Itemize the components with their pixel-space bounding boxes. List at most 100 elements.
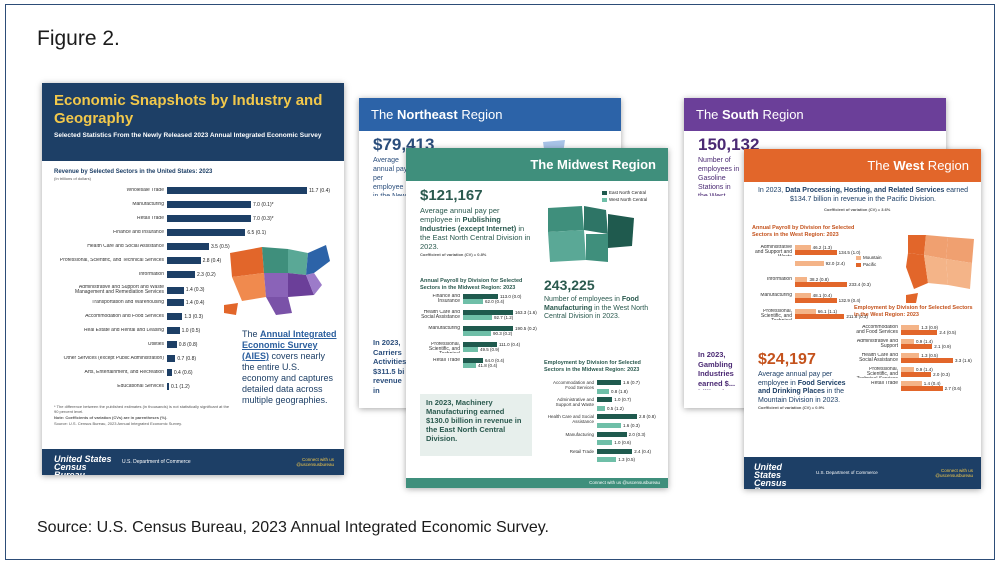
paired-bar [463,294,498,299]
emp-bar [597,431,627,437]
revenue-bar [167,271,195,278]
bar-row: Real Estate and Rental and Leasing 1.0 (0… [54,327,200,334]
paired-bar [463,363,476,368]
paired-bar-value: 64.0 (0.4) [485,358,505,363]
emp-bar [597,423,621,428]
paired-bar-row: 113.0 (0.0) [463,294,521,299]
paired-bar [463,331,491,336]
paired-bar [901,353,920,358]
bar-label: Health Care and Social Assistance [547,414,594,425]
mw-stat2: 243,225 [544,277,595,293]
paired-bar [901,386,943,391]
paired-bar-value: 134.5 (1.0) [838,250,861,255]
paired-bar [901,325,920,330]
emp-bar-row: 1.6 (0.7) [597,380,640,385]
footnote-source: Source: U.S. Census Bureau, 2023 Annual … [54,421,182,426]
paired-bar [901,367,914,372]
south-title-post: Region [758,107,804,122]
chart-units: (In trillions of dollars) [54,176,91,181]
connect-link[interactable]: Connect with us @uscensusbureau [296,457,334,467]
paired-bar-row: 92.7 (1.2) [463,315,513,320]
bar-label: Wholesale Trade [126,188,164,193]
mw-text2-bold: Food Manufacturing [544,296,639,312]
paired-bar-row: 66.1 (1.1) [795,309,837,314]
bar-label: Manufacturing [565,431,594,437]
west-headline-pre: In 2023, [757,187,786,194]
bar-row: Utilities 0.8 (0.8) [54,341,197,348]
paired-bar-value: 132.9 (0.4) [838,298,861,303]
south-title-bold: South [722,107,759,122]
bar-value: 0.8 (0.8) [178,341,198,348]
paired-bar [795,250,837,255]
paired-bar-value: 38.2 (0.8) [809,277,829,282]
chart-title: Revenue by Selected Sectors in the Unite… [54,169,213,175]
bar-value: 7.0 (0.3)* [253,215,274,222]
west-census-logo: United States Census Bureau [754,462,787,490]
south-title-pre: The [696,107,723,122]
paired-bar-row: 1.3 (0.9) [901,325,938,330]
paired-bar-row: 1.4 (0.4) [901,381,941,386]
emp-bar-row: 1.0 (0.7) [597,397,631,403]
aies-link[interactable]: Annual Integrated Economic Survey (AIES) [242,329,337,361]
emp-bar-value: 1.6 (0.3) [623,423,640,428]
bar-value: 0.7 (0.8) [177,355,197,362]
paired-bar-row: 1.3 (0.5) [901,353,938,358]
midwest-sheet: The Midwest Region $121,167 Average annu… [406,148,668,488]
bar-value: 0.1 (1.2) [171,383,190,390]
emp-bar-row: 1.3 (0.5) [597,457,635,463]
emp-bar [597,388,609,394]
mw-text2: Number of employees in Food Manufacturin… [544,296,656,322]
west-legend-swatch-1 [856,255,861,260]
bar-row: Professional, Scientific, and Technical … [54,257,221,264]
bar-row: Wholesale Trade 11.7 (0.4) [54,187,330,194]
us-map [224,245,330,315]
paired-bar-row: 111.0 (0.4) [463,342,520,347]
paired-bar-row: 163.3 (1.6) [463,310,537,315]
paired-bar [463,342,497,347]
mw-text1: Average annual pay per employee in Publi… [420,206,532,251]
bar-label: Accommodation and Food Services [856,325,898,335]
bar-label: Transportation and Warehousing [91,300,164,305]
paired-bar [795,309,816,314]
emp-bar-value: 1.3 (0.5) [618,457,635,463]
sheet-title: Economic Snapshots by Industry and Geogr… [54,92,323,127]
south-text: Number of employees in Gasoline Stations… [698,157,740,196]
paired-bar-value: 1.4 (0.4) [923,381,941,386]
mw-legend-swatch-2 [602,197,607,202]
midwest-map [548,206,634,262]
revenue-bar [167,243,209,250]
paired-bar [795,293,811,298]
paired-bar-row: 46.2 (1.3) [795,245,832,250]
bar-label: Arts, Entertainment, and Recreation [84,370,165,375]
bar-value: 1.3 (0.3) [184,313,204,320]
bar-row: Arts, Entertainment, and Recreation 0.4 (… [54,369,193,376]
revenue-bar [167,313,183,320]
emp-bar-value: 2.4 (0.4) [634,448,651,454]
west-footer: United States Census Bureau U.S. Departm… [744,457,981,489]
midwest-header: The Midwest Region [406,148,668,181]
paired-bar-value: 48.1 (0.4) [812,293,832,298]
bar-label: Information [766,277,792,282]
bar-row: Manufacturing 7.0 (0.1)* [54,201,274,208]
west-connect[interactable]: Connect with us @uscensusbureau [935,468,973,478]
paired-bar-row: 90.3 (0.2) [463,331,512,336]
bar-value: 0.4 (0.6) [173,369,193,376]
mw-stat1: $121,167 [420,187,483,204]
paired-bar-value: 92.0 (2.4) [825,261,845,266]
paired-bar-value: 211.8 (0.3) [846,314,868,319]
west-chart2-title: Employment by Division for Selected Sect… [854,305,973,318]
west-legend-label-1: Mountain [863,255,882,260]
west-title-post: Region [924,158,969,173]
west-title-bold: West [893,158,925,173]
paired-bar-value: 0.9 (1.4) [916,339,933,344]
mw-connect[interactable]: Connect with us @uscensusbureau [406,478,668,488]
bar-row: Transportation and Warehousing 1.4 (0.4) [54,299,204,306]
west-text-bold: Food Services and Drinking Places [758,379,846,396]
bar-label: Finance and Insurance [432,294,460,304]
paired-bar-value: 92.7 (1.2) [494,315,514,320]
emp-bar [597,448,633,454]
paired-bar-value: 163.3 (1.6) [515,310,537,315]
paired-bar [463,310,513,315]
paired-bar-row: 211.8 (0.3) [795,314,868,319]
bar-label: Health Care and Social Assistance [859,353,898,363]
